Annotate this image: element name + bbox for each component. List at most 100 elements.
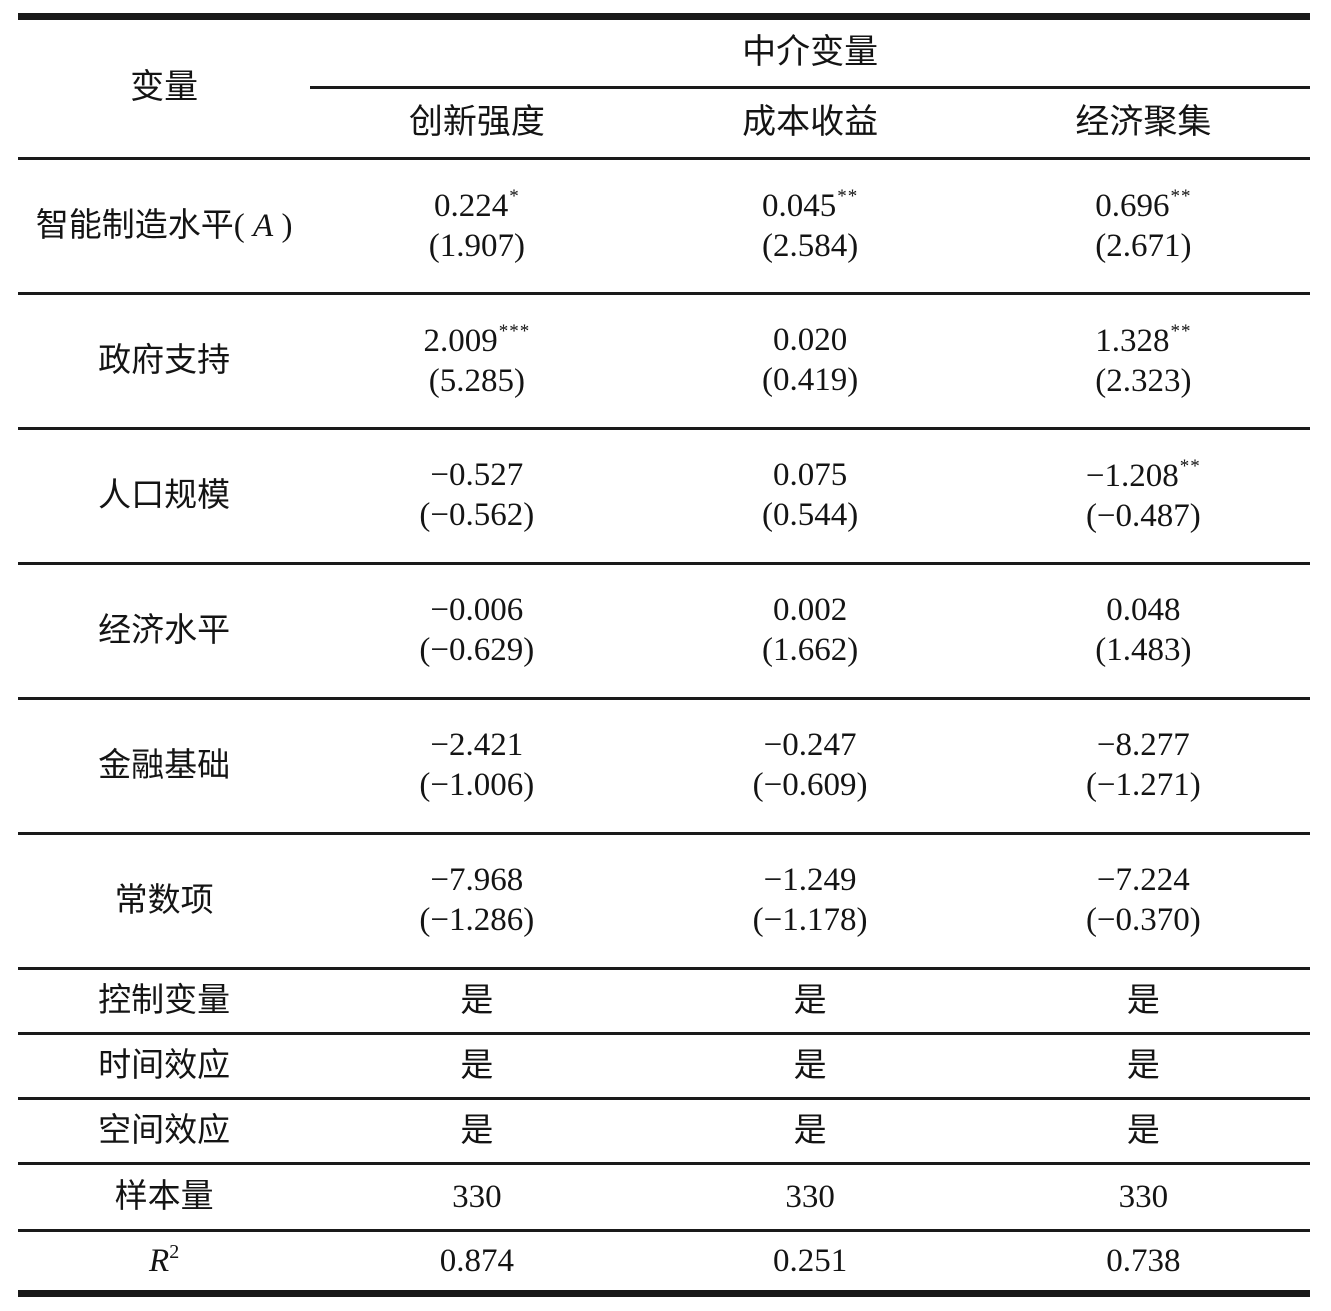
value-cell: 是	[1126, 982, 1160, 1019]
t-statistic: (5.285)	[428, 362, 525, 399]
table-row: 空间效应 是 是 是	[18, 1099, 1310, 1164]
coefficient-value: −0.527	[430, 457, 524, 494]
coefficient-cell: 0.696** (2.671)	[977, 159, 1310, 294]
t-statistic: (−1.271)	[1085, 767, 1201, 803]
table-row: 智能制造水平( A ) 0.224* (1.907) 0.045** (2.584) 0.…	[18, 159, 1310, 294]
coefficient-cell: −1.249 (−1.178)	[643, 834, 976, 969]
t-statistic: (0.419)	[761, 362, 859, 398]
t-statistic: (−0.487)	[1085, 497, 1201, 534]
t-statistic: (1.907)	[428, 227, 525, 264]
value-cell: 330	[785, 1178, 835, 1215]
value-cell: 是	[793, 982, 827, 1019]
coefficient-value: 0.045**	[761, 185, 859, 224]
coefficient-value: 1.328**	[1095, 320, 1192, 359]
coefficient-value: 0.002	[772, 592, 848, 629]
value-cell: 是	[793, 1112, 827, 1149]
coefficient-cell: 0.045** (2.584)	[643, 159, 976, 294]
table-row: 常数项 −7.968 (−1.286) −1.249 (−1.178) −7.224 (−0…	[18, 834, 1310, 969]
table-row: 政府支持 2.009*** (5.285) 0.020 (0.419) 1.328** (2…	[18, 294, 1310, 429]
coefficient-cell: 2.009*** (5.285)	[310, 294, 643, 429]
significance-stars: ***	[498, 320, 531, 342]
table-row: R2 0.874 0.251 0.738	[18, 1231, 1310, 1294]
coefficient-cell: −1.208** (−0.487)	[977, 429, 1310, 564]
t-statistic: (2.671)	[1095, 227, 1192, 264]
coefficient-cell: 1.328** (2.323)	[977, 294, 1310, 429]
coefficient-cell: 0.002 (1.662)	[643, 564, 976, 699]
row-label: 经济水平	[98, 612, 231, 649]
t-statistic: (−1.178)	[752, 902, 868, 938]
coefficient-value: 0.020	[772, 322, 848, 359]
table-row: 人口规模 −0.527 (−0.562) 0.075 (0.544) −1.208** (−…	[18, 429, 1310, 564]
value-cell: 是	[1126, 1112, 1160, 1149]
value-cell: 330	[1118, 1178, 1169, 1215]
row-label: 样本量	[114, 1178, 214, 1215]
t-statistic: (1.662)	[761, 632, 859, 668]
subheader-row: 创新强度 成本收益 经济聚集	[18, 87, 1310, 160]
row-label: 智能制造水平( A )	[35, 207, 293, 244]
value-cell: 是	[460, 1112, 494, 1149]
row-label: R2	[149, 1241, 180, 1280]
coefficient-value: −0.006	[430, 592, 524, 629]
column-header-2: 成本收益	[643, 87, 977, 160]
table-row: 经济水平 −0.006 (−0.629) 0.002 (1.662) 0.048 (1.48…	[18, 564, 1310, 699]
coefficient-cell: 0.224* (1.907)	[310, 159, 643, 294]
coefficient-cell: −0.247 (−0.609)	[643, 699, 976, 834]
coefficient-value: 0.048	[1106, 592, 1181, 629]
t-statistic: (2.323)	[1095, 362, 1192, 399]
t-statistic: (−0.609)	[752, 767, 868, 803]
table-row: 控制变量 是 是 是	[18, 969, 1310, 1034]
coefficient-cell: −7.224 (−0.370)	[977, 834, 1310, 969]
significance-stars: *	[509, 185, 520, 207]
row-label: 常数项	[114, 882, 214, 919]
table-row: 金融基础 −2.421 (−1.006) −0.247 (−0.609) −8.277 (−…	[18, 699, 1310, 834]
value-cell: 0.251	[772, 1242, 848, 1279]
row-label: 时间效应	[98, 1047, 231, 1084]
row-label: 金融基础	[98, 747, 231, 784]
t-statistic: (−0.562)	[419, 497, 535, 533]
value-cell: 0.738	[1106, 1242, 1181, 1279]
t-statistic: (1.483)	[1095, 632, 1192, 668]
table-body: 智能制造水平( A ) 0.224* (1.907) 0.045** (2.584) 0.…	[18, 159, 1310, 1294]
t-statistic: (−1.286)	[419, 902, 535, 938]
coefficient-value: −1.249	[763, 862, 857, 899]
coefficient-cell: 0.075 (0.544)	[643, 429, 976, 564]
value-cell: 是	[793, 1047, 827, 1084]
t-statistic: (2.584)	[761, 227, 859, 264]
significance-stars: **	[837, 185, 859, 207]
regression-table: 变量 中介变量 创新强度 成本收益 经济聚集 智能制造水平( A ) 0.224* (1…	[18, 13, 1310, 1297]
column-header-1: 创新强度	[310, 87, 644, 160]
row-label: 控制变量	[98, 982, 231, 1019]
coefficient-cell: −2.421 (−1.006)	[310, 699, 643, 834]
coefficient-cell: 0.020 (0.419)	[643, 294, 976, 429]
coefficient-cell: −7.968 (−1.286)	[310, 834, 643, 969]
coefficient-cell: −8.277 (−1.271)	[977, 699, 1310, 834]
coefficient-value: −1.208**	[1085, 455, 1201, 494]
coefficient-value: 0.075	[772, 457, 848, 494]
row-label: 政府支持	[98, 342, 231, 379]
value-cell: 是	[1126, 1047, 1160, 1084]
significance-stars: **	[1170, 320, 1192, 342]
column-header-3: 经济聚集	[976, 87, 1310, 160]
table-row: 时间效应 是 是 是	[18, 1034, 1310, 1099]
table-header: 变量 中介变量 创新强度 成本收益 经济聚集	[18, 16, 1310, 160]
coefficient-value: −7.224	[1096, 862, 1190, 899]
table-row: 样本量 330 330 330	[18, 1164, 1310, 1231]
coefficient-value: 0.696**	[1095, 185, 1192, 224]
row-label: 人口规模	[98, 477, 231, 514]
significance-stars: **	[1179, 455, 1201, 477]
coefficient-cell: 0.048 (1.483)	[977, 564, 1310, 699]
coefficient-value: −7.968	[430, 862, 524, 899]
t-statistic: (0.544)	[761, 497, 859, 533]
row-label: 空间效应	[98, 1112, 231, 1149]
t-statistic: (−0.629)	[419, 632, 535, 668]
value-cell: 是	[460, 982, 494, 1019]
coefficient-value: −0.247	[763, 727, 857, 764]
header-mediator-group: 中介变量	[310, 16, 1310, 89]
t-statistic: (−1.006)	[419, 767, 535, 803]
value-cell: 是	[460, 1047, 494, 1084]
coefficient-value: 2.009***	[423, 320, 531, 359]
coefficient-cell: −0.006 (−0.629)	[310, 564, 643, 699]
coefficient-value: −8.277	[1096, 727, 1190, 764]
